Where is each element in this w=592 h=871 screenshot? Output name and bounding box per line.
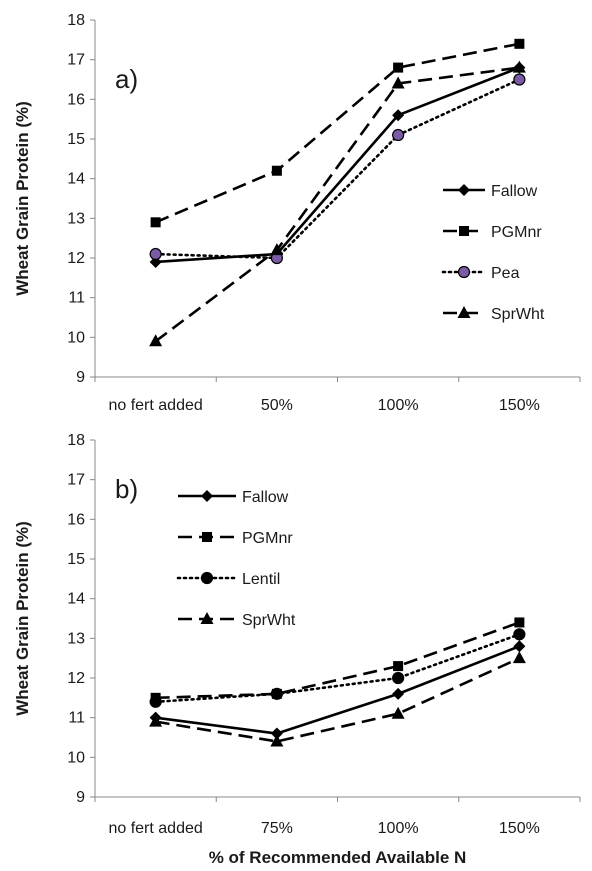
chart-panel-a: 9 10 11 12 13 14 15 16 17 18 no fert added 50% 100% 1… (13, 12, 581, 414)
series-pgmnr (150, 38, 525, 228)
legend-entry-label: PGMnr (491, 224, 542, 241)
data-point-marker (513, 640, 526, 653)
series-pgmnr (150, 617, 525, 703)
y-tick-label: 14 (67, 591, 85, 608)
series-pea (149, 73, 526, 265)
x-tick-label: 150% (499, 397, 540, 414)
x-tick-label: 50% (261, 397, 293, 414)
data-point-marker (391, 706, 405, 719)
series-sprwht (149, 651, 526, 747)
panel-label: b) (115, 474, 138, 504)
y-tick-label: 11 (68, 290, 85, 307)
legend-entry-label: PGMnr (242, 530, 293, 547)
legend-swatch-marker (459, 226, 469, 236)
y-tick-label: 9 (76, 789, 85, 806)
x-tick-label: 75% (261, 820, 293, 837)
legend-swatch-marker (200, 571, 214, 585)
y-tick-label: 15 (67, 131, 85, 148)
series-line (155, 645, 520, 735)
y-tick-label: 10 (67, 329, 85, 346)
legend: Fallow PGMnr Pea SprWht (441, 183, 545, 323)
legend-entry-label: Fallow (491, 183, 538, 200)
data-point-marker (392, 671, 405, 685)
y-axis-label: Wheat Grain Protein (%) (13, 101, 32, 296)
legend-swatch-marker (457, 306, 471, 318)
y-tick-label: 13 (67, 630, 85, 647)
series-line (155, 42, 520, 224)
chart-panel-b: 9 10 11 12 13 14 15 16 17 18 no fert added 75% 100% 1… (13, 432, 581, 867)
y-tick-label: 13 (67, 210, 85, 227)
y-tick-label: 12 (67, 250, 85, 267)
data-point-marker (149, 334, 163, 347)
legend-entry-label: SprWht (491, 306, 545, 323)
x-axis-label: % of Recommended Available N (209, 848, 467, 867)
data-point-marker (392, 687, 405, 700)
data-point-marker (149, 714, 163, 727)
data-point-marker (270, 243, 284, 256)
legend-swatch-marker (200, 612, 214, 624)
series-fallow (149, 640, 526, 740)
series-line (155, 656, 520, 743)
y-tick-label: 11 (68, 710, 85, 727)
series-sprwht (149, 60, 526, 347)
y-tick-label: 15 (67, 551, 85, 568)
y-tick-label: 17 (67, 472, 85, 489)
data-point-marker (514, 38, 525, 49)
y-tick-label: 12 (67, 670, 85, 687)
data-point-marker (514, 617, 525, 628)
series-line (154, 66, 520, 343)
y-tick-label: 17 (67, 52, 85, 69)
y-axis-label: Wheat Grain Protein (%) (13, 521, 32, 716)
y-tick-label: 9 (76, 369, 85, 386)
y-tick-label: 14 (67, 171, 85, 188)
data-point-marker (271, 165, 282, 176)
data-point-marker (512, 651, 526, 664)
data-point-marker (513, 628, 526, 641)
data-point-marker (513, 73, 526, 86)
legend-entry-label: Lentil (242, 571, 280, 588)
data-point-marker (149, 247, 162, 261)
data-point-marker (393, 661, 404, 672)
y-tick-label: 18 (67, 432, 85, 449)
data-point-marker (391, 76, 405, 89)
data-point-marker (392, 128, 405, 142)
series-line (154, 78, 521, 260)
data-point-marker (392, 109, 405, 122)
legend-entry-label: SprWht (242, 612, 296, 629)
series-line (155, 66, 520, 264)
data-point-marker (150, 217, 161, 228)
legend-entry-label: Fallow (242, 489, 289, 506)
data-point-marker (270, 687, 283, 700)
x-tick-label: no fert added (108, 820, 202, 837)
y-tick-label: 10 (67, 749, 85, 766)
legend-swatch-marker (458, 184, 470, 196)
y-tick-label: 18 (67, 12, 85, 29)
data-point-marker (149, 695, 162, 708)
series-lentil (149, 628, 526, 708)
legend-entry-label: Pea (491, 265, 520, 282)
legend: Fallow PGMnr Lentil SprWht (176, 489, 296, 629)
x-tick-label: 150% (499, 820, 540, 837)
y-tick-label: 16 (67, 91, 85, 108)
y-tick-label: 16 (67, 511, 85, 528)
legend-swatch-marker (457, 265, 471, 279)
data-point-marker (270, 734, 284, 747)
x-tick-label: 100% (378, 397, 419, 414)
x-tick-label: no fert added (108, 397, 202, 414)
panel-label: a) (115, 64, 138, 94)
legend-swatch-marker (201, 490, 213, 502)
data-point-marker (270, 727, 283, 740)
x-tick-label: 100% (378, 820, 419, 837)
data-point-marker (393, 62, 404, 73)
data-point-marker (512, 60, 526, 73)
legend-swatch-marker (202, 532, 212, 542)
series-line (154, 633, 521, 704)
